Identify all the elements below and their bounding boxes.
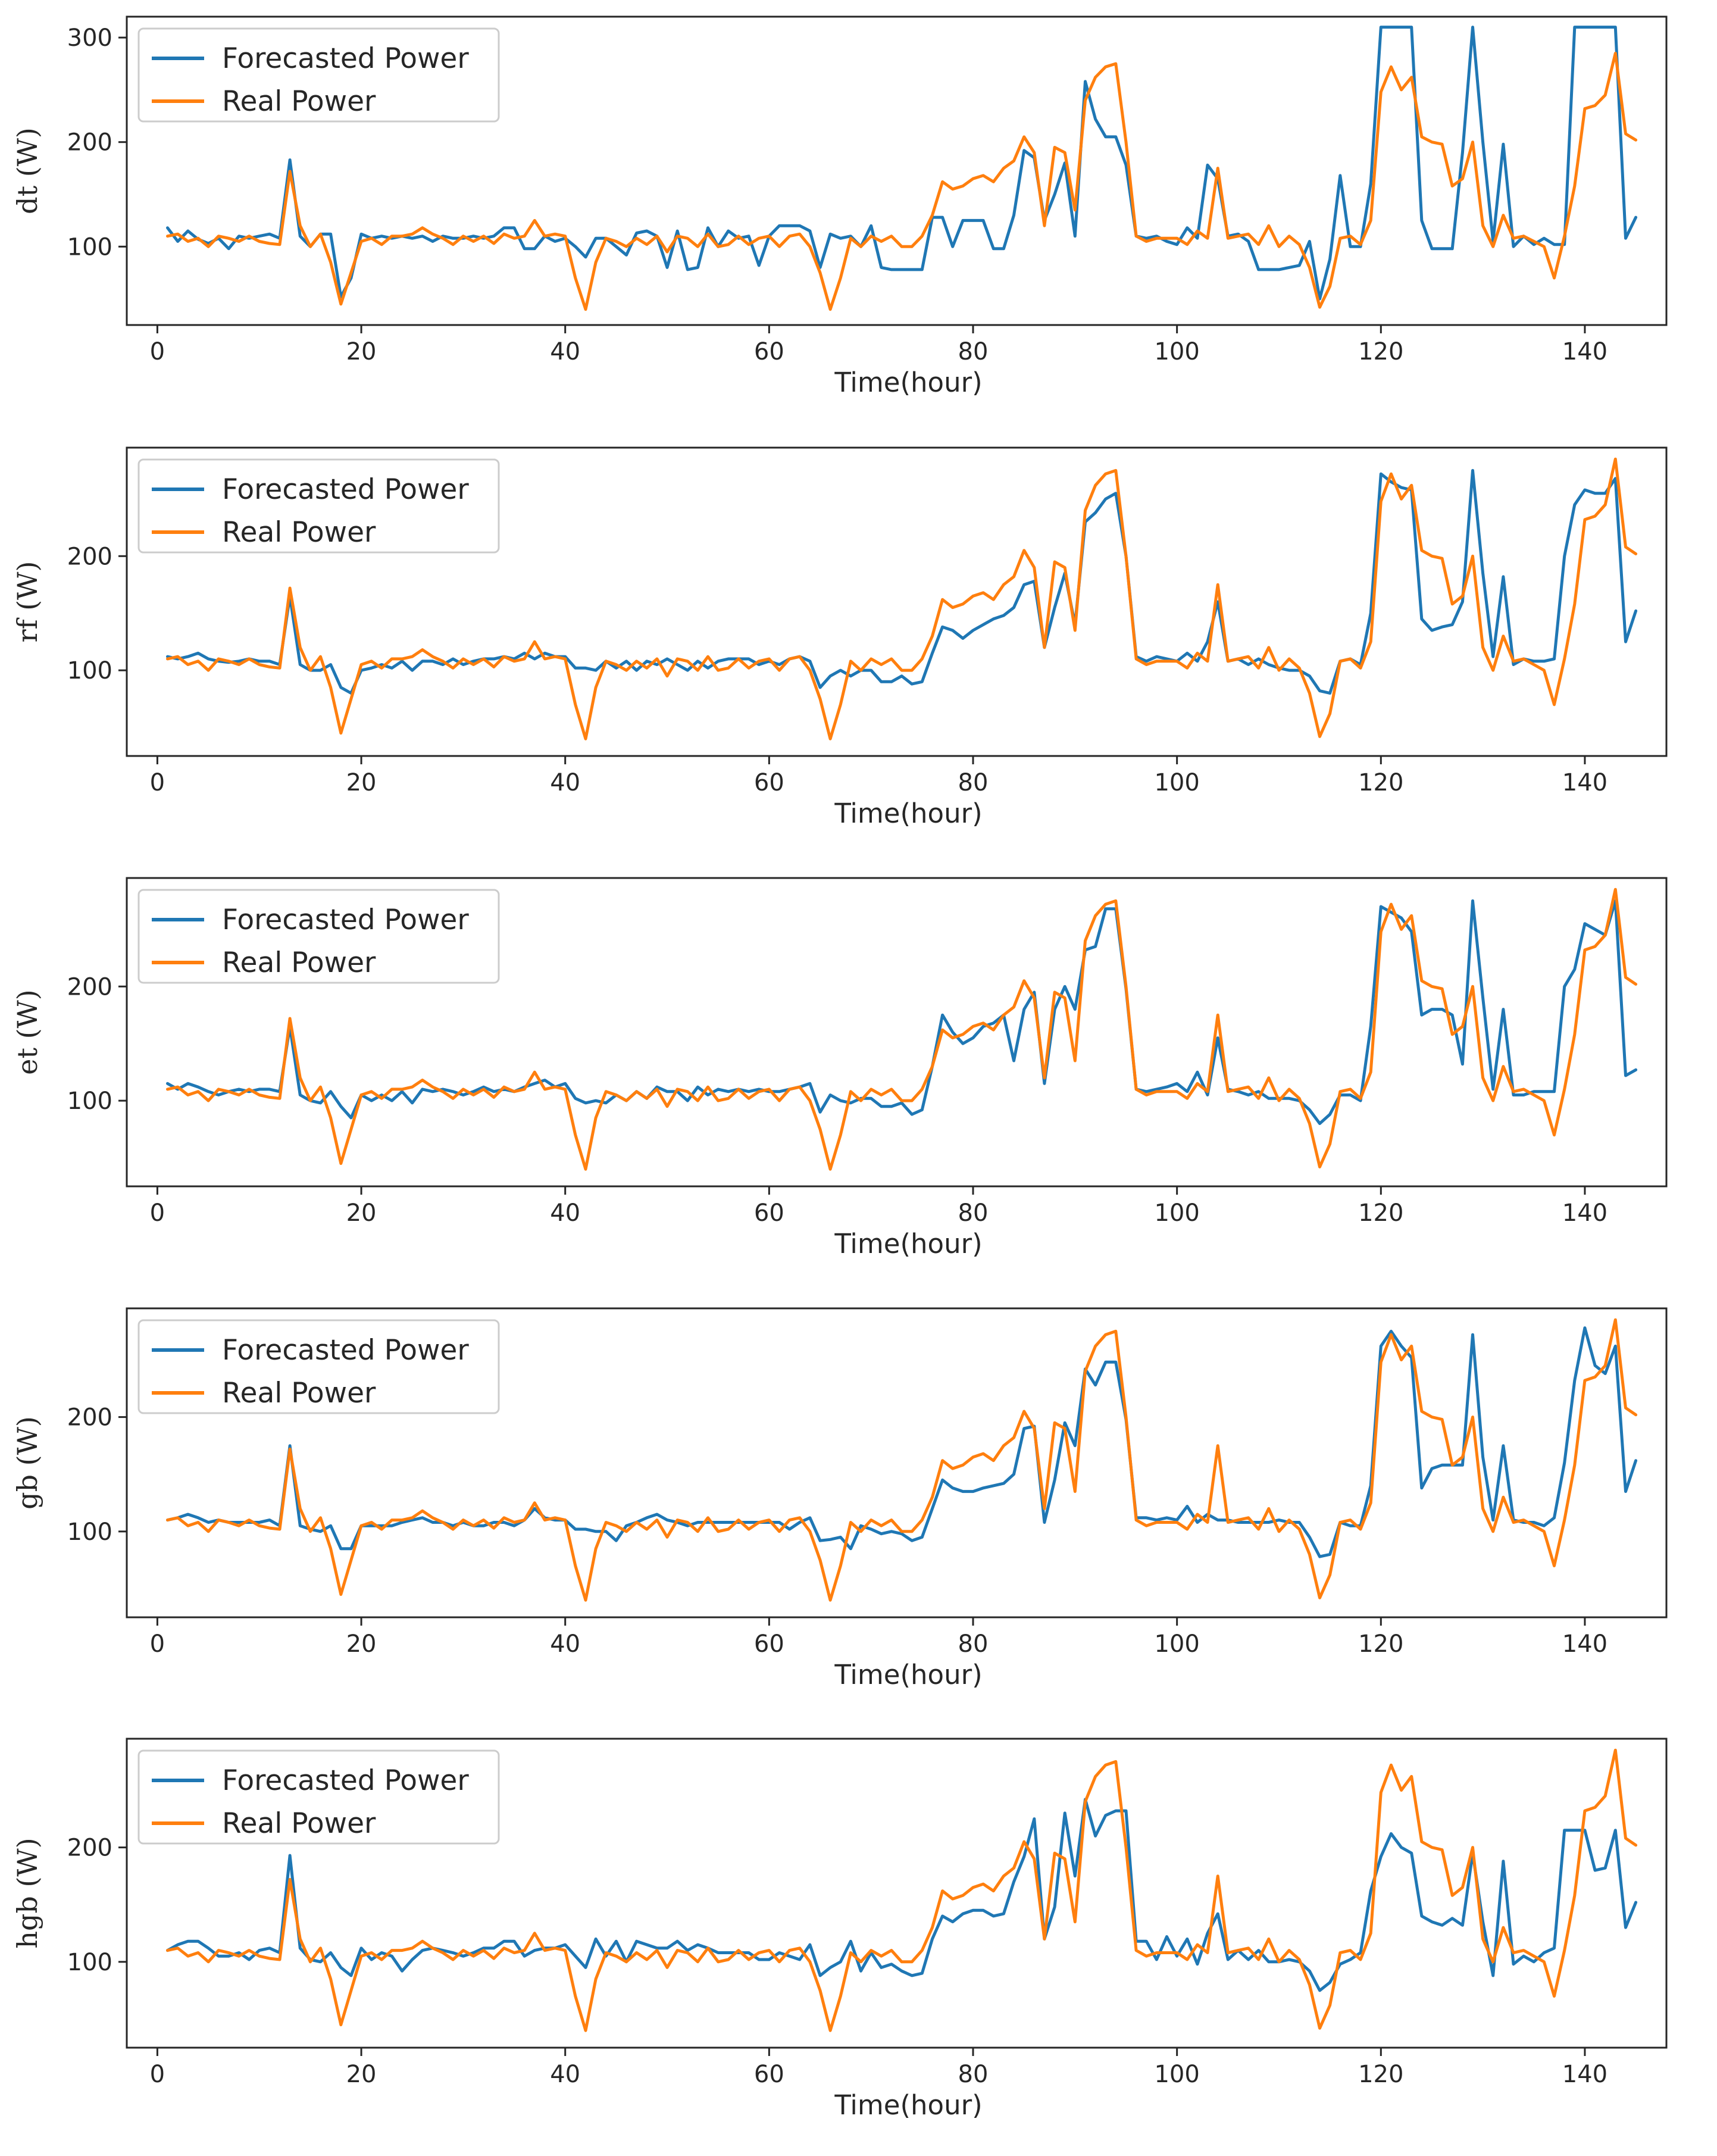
x-axis-label: Time(hour) bbox=[834, 367, 982, 398]
x-tick-label: 120 bbox=[1358, 2061, 1403, 2088]
forecast-line bbox=[166, 1326, 1638, 1558]
legend-label: Forecasted Power bbox=[222, 904, 469, 936]
y-axis-label: gb (W) bbox=[11, 1416, 43, 1510]
y-tick-label: 200 bbox=[67, 1835, 112, 1862]
forecast-line bbox=[166, 899, 1638, 1125]
x-tick-label: 40 bbox=[550, 338, 580, 365]
x-tick-label: 60 bbox=[754, 2061, 784, 2088]
y-tick-label: 100 bbox=[67, 657, 112, 685]
x-tick-label: 80 bbox=[958, 769, 989, 796]
real-power-line bbox=[166, 52, 1638, 311]
x-tick-label: 40 bbox=[550, 2061, 580, 2088]
x-tick-label: 140 bbox=[1562, 769, 1607, 796]
legend-label: Forecasted Power bbox=[222, 1334, 469, 1367]
x-tick-label: 100 bbox=[1154, 338, 1199, 365]
y-axis-label: et (W) bbox=[11, 989, 43, 1075]
y-tick-label: 300 bbox=[67, 24, 112, 52]
forecast-line bbox=[166, 468, 1638, 695]
y-axis-label: dt (W) bbox=[11, 127, 43, 214]
chart-panel-5: 0 20 40 60 80 100 120 140 100 200 Time(hour) hgb (W… bbox=[11, 1738, 1668, 2121]
x-tick-label: 120 bbox=[1358, 769, 1403, 796]
chart-panel-1: 0 20 40 60 80 100 120 140 100 200 300 Time(hour) dt … bbox=[11, 15, 1668, 398]
y-tick-label: 100 bbox=[67, 1949, 112, 1976]
real-power-line bbox=[166, 888, 1638, 1171]
x-tick-label: 120 bbox=[1358, 1199, 1403, 1227]
y-tick-label: 100 bbox=[67, 1518, 112, 1546]
x-tick-label: 140 bbox=[1562, 2061, 1607, 2088]
legend-label: Real Power bbox=[222, 516, 376, 549]
legend-label: Forecasted Power bbox=[222, 42, 469, 75]
chart-panel-4: 0 20 40 60 80 100 120 140 100 200 Time(hour) gb (W)… bbox=[11, 1307, 1668, 1691]
legend-box bbox=[137, 27, 500, 123]
x-tick-label: 20 bbox=[346, 338, 377, 365]
legend-box bbox=[137, 458, 500, 554]
real-power-line bbox=[166, 1748, 1638, 2032]
x-tick-label: 20 bbox=[346, 1199, 377, 1227]
x-tick-label: 100 bbox=[1154, 1199, 1199, 1227]
x-tick-label: 80 bbox=[958, 1199, 989, 1227]
x-tick-label: 60 bbox=[754, 769, 784, 796]
x-tick-label: 0 bbox=[150, 2061, 165, 2088]
legend-box bbox=[137, 889, 500, 984]
x-tick-label: 100 bbox=[1154, 769, 1199, 796]
x-tick-label: 40 bbox=[550, 1630, 580, 1658]
x-tick-label: 20 bbox=[346, 1630, 377, 1658]
x-tick-label: 120 bbox=[1358, 1630, 1403, 1658]
x-tick-label: 120 bbox=[1358, 338, 1403, 365]
x-tick-label: 80 bbox=[958, 2061, 989, 2088]
x-tick-label: 0 bbox=[150, 1199, 165, 1227]
plot-frame bbox=[126, 877, 1668, 1188]
legend-box bbox=[137, 1749, 500, 1845]
x-tick-label: 80 bbox=[958, 1630, 989, 1658]
legend-box bbox=[137, 1319, 500, 1414]
plot-frame bbox=[126, 1307, 1668, 1618]
plot-frame bbox=[126, 15, 1668, 326]
real-power-line bbox=[166, 1318, 1638, 1602]
legend-label: Real Power bbox=[222, 1377, 376, 1410]
legend-label: Real Power bbox=[222, 85, 376, 118]
x-tick-label: 40 bbox=[550, 769, 580, 796]
chart-panel-2: 0 20 40 60 80 100 120 140 100 200 Time(hour) rf (W)… bbox=[11, 446, 1668, 829]
x-tick-label: 100 bbox=[1154, 1630, 1199, 1658]
x-tick-label: 0 bbox=[150, 1630, 165, 1658]
x-tick-label: 80 bbox=[958, 338, 989, 365]
x-tick-label: 40 bbox=[550, 1199, 580, 1227]
plot-frame bbox=[126, 1738, 1668, 2049]
chart-panel-3: 0 20 40 60 80 100 120 140 100 200 Time(hour) et (W)… bbox=[11, 877, 1668, 1260]
x-axis-label: Time(hour) bbox=[834, 2089, 982, 2121]
legend-label: Forecasted Power bbox=[222, 1764, 469, 1797]
y-tick-label: 100 bbox=[67, 233, 112, 261]
x-tick-label: 60 bbox=[754, 1199, 784, 1227]
y-tick-label: 100 bbox=[67, 1088, 112, 1115]
x-tick-label: 60 bbox=[754, 338, 784, 365]
x-tick-label: 0 bbox=[150, 338, 165, 365]
plot-frame bbox=[126, 446, 1668, 757]
forecast-line bbox=[166, 1798, 1638, 1992]
real-power-line bbox=[166, 457, 1638, 740]
x-axis-label: Time(hour) bbox=[834, 1228, 982, 1260]
y-tick-label: 200 bbox=[67, 1404, 112, 1432]
x-tick-label: 60 bbox=[754, 1630, 784, 1658]
y-axis-label: hgb (W) bbox=[11, 1838, 43, 1948]
y-tick-label: 200 bbox=[67, 543, 112, 570]
legend-label: Real Power bbox=[222, 1807, 376, 1840]
x-tick-label: 140 bbox=[1562, 1199, 1607, 1227]
y-tick-label: 200 bbox=[67, 129, 112, 157]
x-axis-label: Time(hour) bbox=[834, 1659, 982, 1691]
x-tick-label: 20 bbox=[346, 769, 377, 796]
x-tick-label: 0 bbox=[150, 769, 165, 796]
x-tick-label: 100 bbox=[1154, 2061, 1199, 2088]
x-tick-label: 20 bbox=[346, 2061, 377, 2088]
legend-label: Real Power bbox=[222, 946, 376, 979]
legend-label: Forecasted Power bbox=[222, 473, 469, 506]
forecast-line bbox=[166, 26, 1638, 301]
y-tick-label: 200 bbox=[67, 973, 112, 1001]
y-axis-label: rf (W) bbox=[11, 561, 43, 643]
x-tick-label: 140 bbox=[1562, 1630, 1607, 1658]
x-axis-label: Time(hour) bbox=[834, 798, 982, 829]
x-tick-label: 140 bbox=[1562, 338, 1607, 365]
